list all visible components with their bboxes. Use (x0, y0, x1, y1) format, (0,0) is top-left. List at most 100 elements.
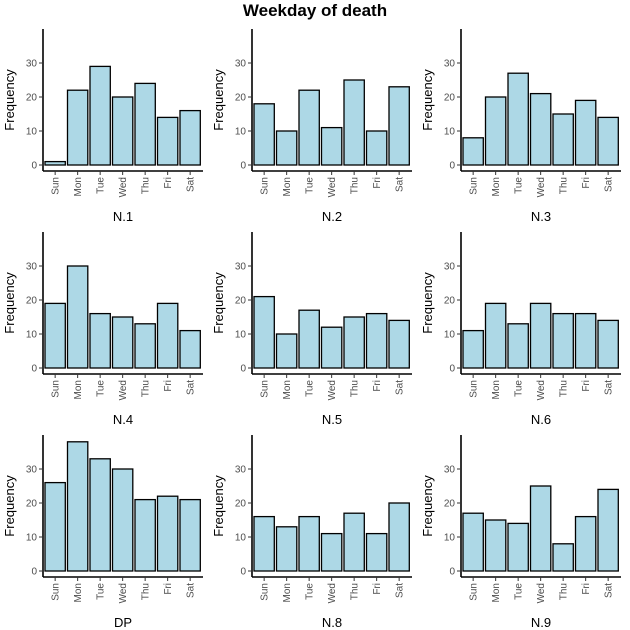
bar-thu (134, 498, 156, 572)
chart-panel-1: 0 10 20 30 Sun Mon Tue Wed Thu Fri Sat N.1 Frequency (2, 29, 203, 224)
x-tick-label: Thu (350, 583, 361, 600)
bar-mon (66, 265, 89, 369)
x-tick-label: Mon (491, 177, 502, 196)
bar-sun (44, 302, 66, 369)
y-tick-label: 20 (444, 93, 456, 104)
y-tick-label: 0 (31, 364, 37, 375)
bar-sat (388, 86, 410, 166)
x-tick-label: Wed (118, 380, 129, 400)
x-axis-title: N.8 (322, 615, 342, 630)
x-tick-label: Sat (186, 583, 197, 598)
y-tick-label: 30 (235, 262, 247, 273)
bar-wed (320, 326, 343, 369)
y-tick-label: 30 (26, 465, 38, 476)
bar-sat (179, 329, 201, 369)
x-tick-label: Sun (51, 380, 62, 398)
x-axis-title: DP (114, 615, 132, 630)
bar-wed (320, 532, 343, 572)
bar-fri (365, 130, 388, 166)
x-tick-label: Sat (604, 177, 615, 192)
x-tick-label: Tue (96, 380, 107, 397)
x-tick-label: Thu (559, 380, 570, 397)
bar-tue (507, 72, 529, 166)
x-tick-label: Sun (51, 177, 62, 195)
x-tick-label: Sun (469, 583, 480, 601)
bar-thu (552, 312, 574, 369)
chart-panel-7: 0 10 20 30 Sun Mon Tue Wed Thu Fri Sat DP Frequency (2, 435, 203, 630)
bar-tue (298, 515, 320, 572)
y-tick-label: 30 (26, 59, 38, 70)
bar-fri (365, 532, 388, 572)
y-tick-label: 0 (31, 567, 37, 578)
y-tick-label: 20 (235, 93, 247, 104)
chart-panel-8: 0 10 20 30 Sun Mon Tue Wed Thu Fri Sat N.8 Frequency (211, 435, 412, 630)
chart-panel-9: 0 10 20 30 Sun Mon Tue Wed Thu Fri Sat N.9 Frequency (420, 435, 621, 630)
x-axis-title: N.3 (531, 209, 551, 224)
bar-tue (298, 309, 320, 369)
x-tick-label: Sat (186, 380, 197, 395)
chart-panel-5: 0 10 20 30 Sun Mon Tue Wed Thu Fri Sat N.5 Frequency (211, 232, 412, 427)
x-tick-label: Tue (514, 177, 525, 194)
y-axis-title: Frequency (211, 272, 226, 334)
bar-sun (462, 329, 484, 369)
y-tick-label: 20 (235, 499, 247, 510)
y-tick-label: 0 (240, 364, 246, 375)
x-tick-label: Thu (350, 380, 361, 397)
bar-mon (275, 333, 298, 369)
x-tick-label: Tue (305, 583, 316, 600)
y-tick-label: 20 (235, 296, 247, 307)
x-tick-label: Mon (73, 583, 84, 602)
bar-wed (529, 302, 552, 369)
x-axis-title: N.6 (531, 412, 551, 427)
bar-mon (484, 302, 507, 369)
bar-fri (574, 312, 597, 369)
bar-sat (179, 498, 201, 572)
bar-fri (365, 312, 388, 369)
bar-mon (66, 441, 89, 572)
bar-fri (156, 302, 179, 369)
bar-wed (320, 126, 343, 166)
x-tick-label: Mon (282, 177, 293, 196)
y-tick-label: 30 (26, 262, 38, 273)
x-tick-label: Tue (96, 583, 107, 600)
bar-tue (89, 458, 111, 572)
x-tick-label: Mon (73, 177, 84, 196)
y-axis-title: Frequency (420, 272, 435, 334)
x-axis-title: N.1 (113, 209, 133, 224)
x-tick-label: Sun (469, 177, 480, 195)
bar-thu (552, 113, 574, 166)
x-tick-label: Mon (491, 380, 502, 399)
bar-sat (388, 319, 410, 369)
y-tick-label: 0 (449, 567, 455, 578)
x-tick-label: Thu (350, 177, 361, 194)
x-tick-label: Sun (260, 583, 271, 601)
bar-sun (253, 103, 275, 166)
chart-panel-2: 0 10 20 30 Sun Mon Tue Wed Thu Fri Sat N.2 Frequency (211, 29, 412, 224)
x-tick-label: Sat (604, 380, 615, 395)
bar-tue (89, 312, 111, 369)
x-tick-label: Sun (469, 380, 480, 398)
y-tick-label: 10 (444, 533, 456, 544)
y-tick-label: 10 (444, 127, 456, 138)
y-tick-label: 20 (444, 296, 456, 307)
y-tick-label: 10 (26, 127, 38, 138)
y-tick-label: 10 (235, 127, 247, 138)
x-tick-label: Tue (305, 177, 316, 194)
x-tick-label: Wed (327, 583, 338, 603)
x-tick-label: Fri (372, 380, 383, 392)
x-tick-label: Mon (491, 583, 502, 602)
x-tick-label: Sat (395, 177, 406, 192)
bar-fri (156, 116, 179, 166)
y-tick-label: 20 (444, 499, 456, 510)
bar-wed (111, 96, 134, 166)
x-axis-title: N.2 (322, 209, 342, 224)
bar-sun (253, 515, 275, 572)
x-tick-label: Thu (141, 583, 152, 600)
y-axis-title: Frequency (2, 69, 17, 131)
x-tick-label: Tue (514, 583, 525, 600)
x-tick-label: Fri (581, 177, 592, 189)
x-tick-label: Sun (260, 380, 271, 398)
x-tick-label: Fri (163, 583, 174, 595)
bar-mon (484, 519, 507, 572)
bar-tue (507, 522, 529, 572)
